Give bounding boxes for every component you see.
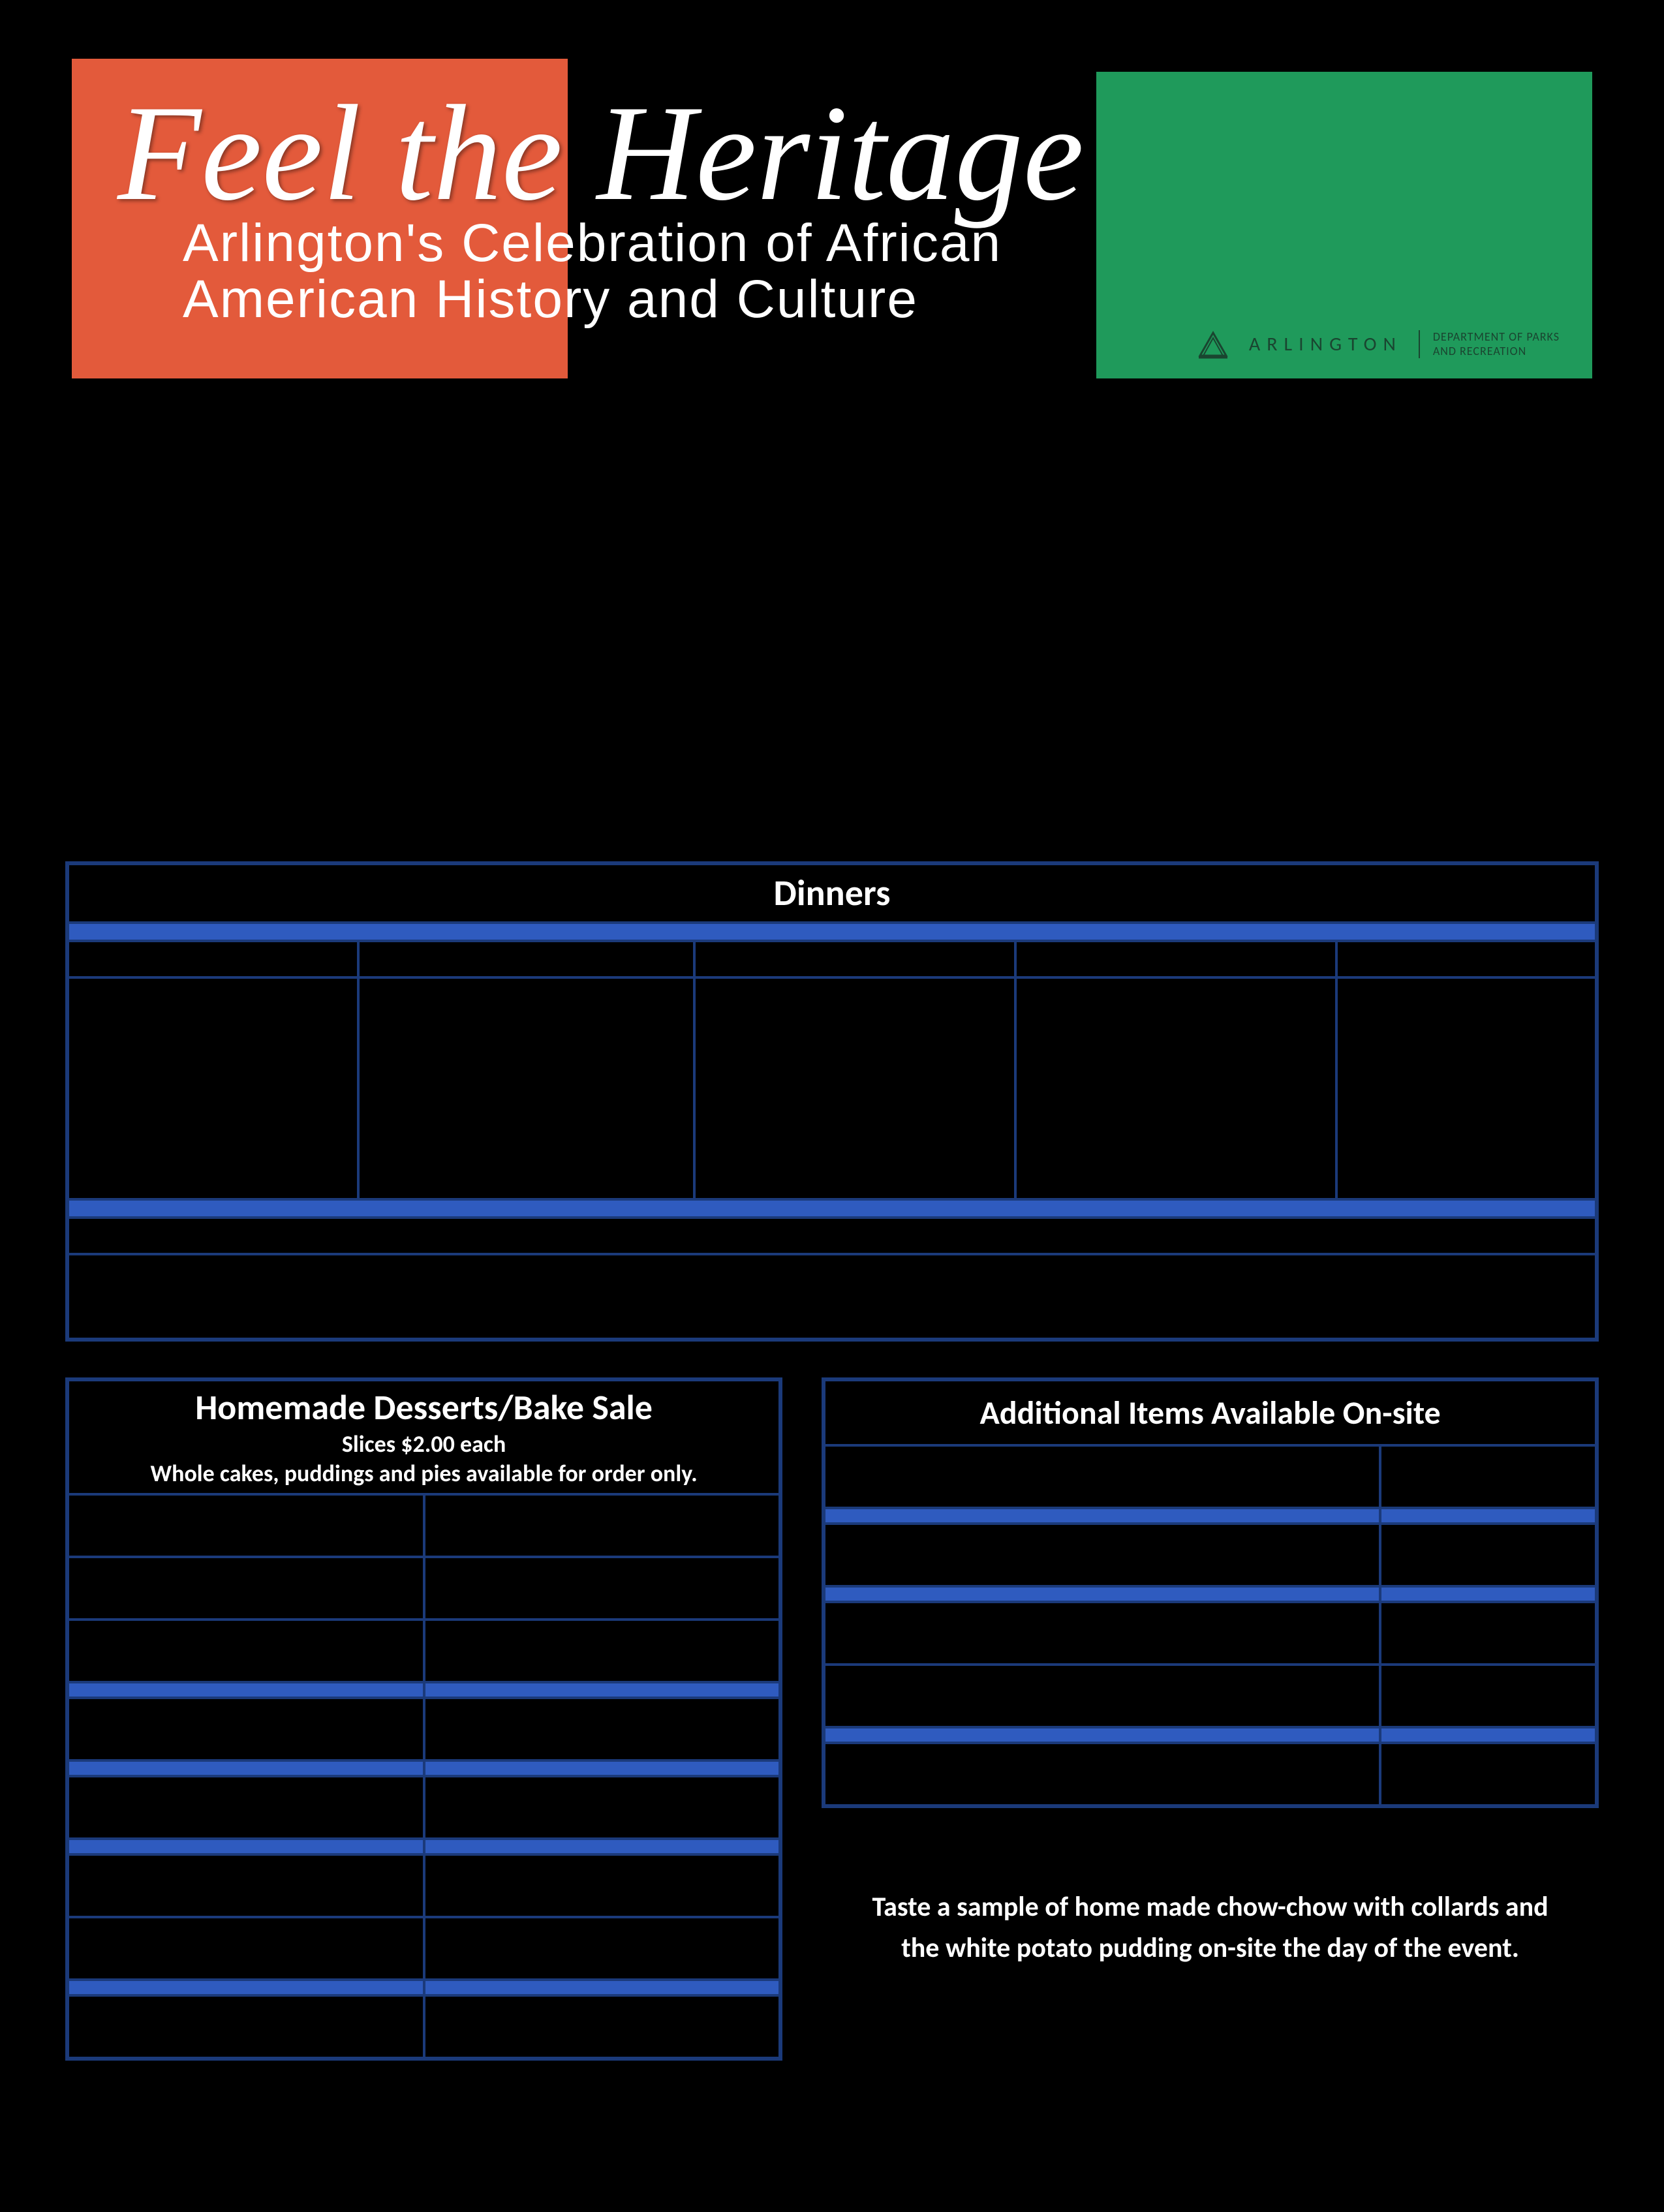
dinners-note-1 <box>68 1218 1596 1254</box>
additional-divider <box>824 1586 1380 1602</box>
additional-cell <box>1380 1743 1596 1805</box>
additional-divider <box>1380 1727 1596 1743</box>
additional-cell <box>1380 1524 1596 1586</box>
desserts-cell <box>68 1494 424 1557</box>
banner-subtitle: Arlington's Celebration of African Ameri… <box>183 215 1573 328</box>
additional-cell <box>824 1445 1380 1508</box>
desserts-cell <box>68 1995 424 2058</box>
dinners-col-1-header <box>68 941 358 977</box>
dinners-cell <box>1015 977 1336 1199</box>
footnote-line2: the white potato pudding on-site the day… <box>901 1931 1519 1965</box>
additional-cell <box>1380 1665 1596 1727</box>
banner-text: Feel the Heritage Arlington's Celebratio… <box>117 85 1573 328</box>
arlington-logo: ARLINGTON DEPARTMENT OF PARKS AND RECREA… <box>1194 326 1560 362</box>
desserts-cell <box>68 1776 424 1839</box>
desserts-sub2: Whole cakes, puddings and pies available… <box>151 1459 698 1488</box>
dinners-table: Dinners <box>65 861 1599 1342</box>
desserts-cell <box>68 1620 424 1682</box>
desserts-cell <box>68 1557 424 1620</box>
additional-cell <box>1380 1602 1596 1665</box>
desserts-sub1: Slices $2.00 each <box>342 1430 506 1459</box>
arlington-logo-dept: DEPARTMENT OF PARKS AND RECREATION <box>1419 330 1560 358</box>
dinners-col-5-header <box>1336 941 1596 977</box>
additional-divider <box>824 1727 1380 1743</box>
additional-cell <box>824 1602 1380 1665</box>
additional-title: Additional Items Available On-site <box>824 1380 1596 1445</box>
desserts-cell <box>424 1917 780 1980</box>
additional-cell <box>1380 1445 1596 1508</box>
desserts-cell <box>424 1776 780 1839</box>
desserts-divider <box>424 1980 780 1995</box>
dinners-cell <box>358 977 694 1199</box>
dinners-cell <box>694 977 1015 1199</box>
desserts-cell <box>424 1854 780 1917</box>
footnote: Taste a sample of home made chow-chow wi… <box>822 1886 1599 1969</box>
footnote-line1: Taste a sample of home made chow-chow wi… <box>872 1890 1548 1924</box>
dinners-title: Dinners <box>68 864 1596 923</box>
dinners-col-3-header <box>694 941 1015 977</box>
desserts-divider <box>68 1980 424 1995</box>
desserts-divider <box>68 1682 424 1698</box>
desserts-divider <box>424 1760 780 1776</box>
banner-title: Feel the Heritage <box>117 85 1573 222</box>
desserts-cell <box>68 1698 424 1760</box>
desserts-divider <box>424 1682 780 1698</box>
desserts-divider <box>68 1839 424 1854</box>
desserts-cell <box>424 1494 780 1557</box>
desserts-title: Homemade Desserts/Bake Sale <box>195 1386 653 1430</box>
arlington-logo-icon <box>1194 326 1233 362</box>
dinners-note-2 <box>68 1254 1596 1339</box>
additional-divider <box>824 1508 1380 1524</box>
dinners-col-2-header <box>358 941 694 977</box>
desserts-cell <box>68 1854 424 1917</box>
dinners-divider <box>68 1199 1596 1218</box>
dinners-cell <box>1336 977 1596 1199</box>
desserts-cell <box>424 1698 780 1760</box>
desserts-cell <box>424 1620 780 1682</box>
additional-divider <box>1380 1586 1596 1602</box>
additional-cell <box>824 1524 1380 1586</box>
banner-subtitle-line2: American History and Culture <box>183 269 918 329</box>
desserts-cell <box>424 1995 780 2058</box>
desserts-divider <box>68 1760 424 1776</box>
desserts-title-cell: Homemade Desserts/Bake Sale Slices $2.00… <box>68 1380 780 1494</box>
dinners-col-4-header <box>1015 941 1336 977</box>
banner-subtitle-line1: Arlington's Celebration of African <box>183 213 1002 273</box>
desserts-divider <box>424 1839 780 1854</box>
additional-cell <box>824 1665 1380 1727</box>
arlington-logo-text: ARLINGTON <box>1249 332 1402 356</box>
dinners-cell <box>68 977 358 1199</box>
desserts-table: Homemade Desserts/Bake Sale Slices $2.00… <box>65 1377 782 2061</box>
desserts-cell <box>424 1557 780 1620</box>
desserts-cell <box>68 1917 424 1980</box>
additional-cell <box>824 1743 1380 1805</box>
event-banner: Feel the Heritage Arlington's Celebratio… <box>72 59 1592 378</box>
additional-divider <box>1380 1508 1596 1524</box>
dinners-divider <box>68 923 1596 941</box>
additional-items-table: Additional Items Available On-site <box>822 1377 1599 1808</box>
